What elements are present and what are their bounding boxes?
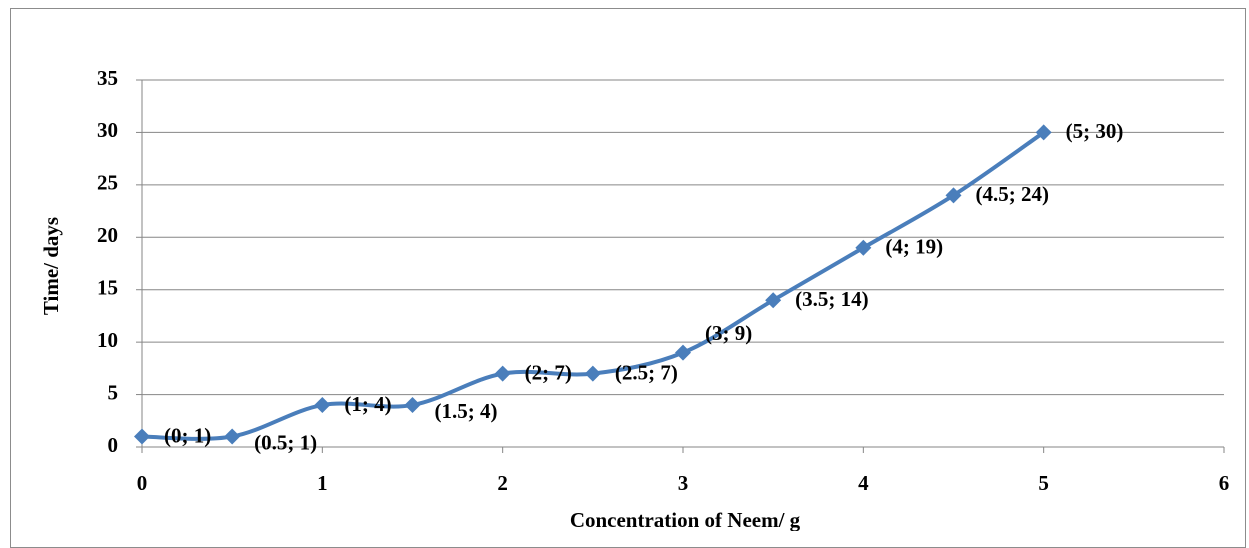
data-point-marker [404,397,421,414]
x-tick-label: 1 [317,471,328,495]
x-tick-label: 6 [1219,471,1230,495]
y-tick-label: 30 [97,118,118,142]
y-tick-label: 0 [108,433,119,457]
x-tick-labels: 0 1 2 3 4 5 6 [137,471,1230,495]
data-label: (4.5; 24) [976,182,1049,206]
chart-area [10,8,1246,548]
data-point-marker [855,239,872,256]
y-tick-label: 35 [97,66,118,90]
data-label: (3.5; 14) [795,287,868,311]
y-tick-label: 5 [108,380,119,404]
data-label: (0.5; 1) [254,430,317,454]
data-point-marker [1035,124,1052,141]
x-tick-label: 3 [678,471,689,495]
data-point-marker [765,292,782,309]
data-label: (3; 9) [705,321,752,345]
line-chart: 0 5 10 15 20 25 30 35 0 1 2 3 4 5 6 (0; 1) (0.5; 1) (1;… [39,66,1230,531]
y-tick-label: 15 [97,276,118,300]
x-axis-title: Concentration of Neem/ g [570,508,801,531]
data-label: (0; 1) [164,423,211,447]
y-tick-labels: 0 5 10 15 20 25 30 35 [97,66,118,457]
data-point-marker [224,428,241,445]
y-tick-label: 25 [97,171,118,195]
data-label: (1; 4) [344,392,391,416]
data-point-marker [945,187,962,204]
x-tick-label: 2 [497,471,508,495]
axes [136,79,1225,453]
y-axis-title: Time/ days [39,217,63,315]
data-label: (5; 30) [1066,119,1124,143]
data-label: (2; 7) [525,360,572,384]
data-label: (2.5; 7) [615,360,678,384]
y-tick-label: 20 [97,223,118,247]
data-point-marker [494,365,511,382]
series-markers [134,124,1052,445]
data-point-marker [584,365,601,382]
data-label: (1.5; 4) [435,399,498,423]
x-tick-label: 4 [858,471,869,495]
data-point-marker [314,397,331,414]
x-tick-label: 0 [137,471,148,495]
data-point-marker [675,344,691,361]
series-line [141,130,1045,441]
x-tick-label: 5 [1038,471,1049,495]
data-labels: (0; 1) (0.5; 1) (1; 4) (1.5; 4) (2; 7) (2.5; … [164,119,1123,454]
y-tick-label: 10 [97,328,118,352]
data-point-marker [134,428,150,445]
series-line-path [141,130,1045,441]
data-label: (4; 19) [885,235,943,259]
